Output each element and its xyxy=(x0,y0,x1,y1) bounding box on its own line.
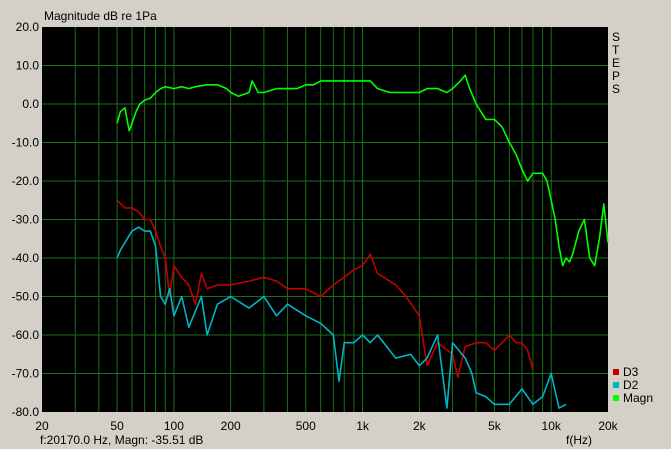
chart-title: Magnitude dB re 1Pa xyxy=(44,9,157,23)
y-tick-label: -60.0 xyxy=(12,328,40,342)
series-line-magn xyxy=(116,74,609,267)
side-label-letter: S xyxy=(612,30,620,44)
y-tick-label: -80.0 xyxy=(12,405,40,419)
grid xyxy=(42,27,608,412)
legend-swatch xyxy=(613,395,619,401)
side-label-letter: S xyxy=(612,82,620,96)
legend-swatch xyxy=(613,369,619,375)
y-tick-label: 10.0 xyxy=(16,59,40,73)
series-line-d3 xyxy=(116,199,534,379)
series-line-d2 xyxy=(116,226,567,409)
x-tick-label: 100 xyxy=(164,419,184,433)
legend-label: D2 xyxy=(623,378,639,392)
side-label-letter: E xyxy=(612,56,620,70)
x-tick-label: 10k xyxy=(542,419,562,433)
x-tick-label: 1k xyxy=(356,419,370,433)
cursor-status: f:20170.0 Hz, Magn: -35.51 dB xyxy=(40,433,203,447)
side-label-letter: P xyxy=(612,69,620,83)
y-tick-label: 0.0 xyxy=(22,97,39,111)
x-tick-label: 500 xyxy=(296,419,316,433)
legend-label: Magn xyxy=(623,391,653,405)
y-tick-label: -30.0 xyxy=(12,213,40,227)
side-label-letter: T xyxy=(612,43,620,57)
x-tick-label: 5k xyxy=(488,419,502,433)
y-tick-label: -40.0 xyxy=(12,251,40,265)
x-tick-label: 2k xyxy=(413,419,427,433)
legend-swatch xyxy=(613,382,619,388)
y-tick-label: -70.0 xyxy=(12,367,40,381)
legend-label: D3 xyxy=(623,365,639,379)
x-tick-label: 200 xyxy=(221,419,241,433)
y-tick-label: 20.0 xyxy=(16,20,40,34)
x-axis-label: f(Hz) xyxy=(566,433,592,447)
x-tick-label: 20k xyxy=(598,419,618,433)
series-group xyxy=(116,74,609,409)
x-tick-label: 20 xyxy=(35,419,49,433)
y-tick-label: -20.0 xyxy=(12,174,40,188)
y-tick-label: -10.0 xyxy=(12,136,40,150)
x-tick-label: 50 xyxy=(110,419,124,433)
y-tick-label: -50.0 xyxy=(12,290,40,304)
tick-labels: 20 50 100 200 500 1k 2k 5k 10k 20k 20.0 10.0 0.0 -10.… xyxy=(12,20,619,433)
